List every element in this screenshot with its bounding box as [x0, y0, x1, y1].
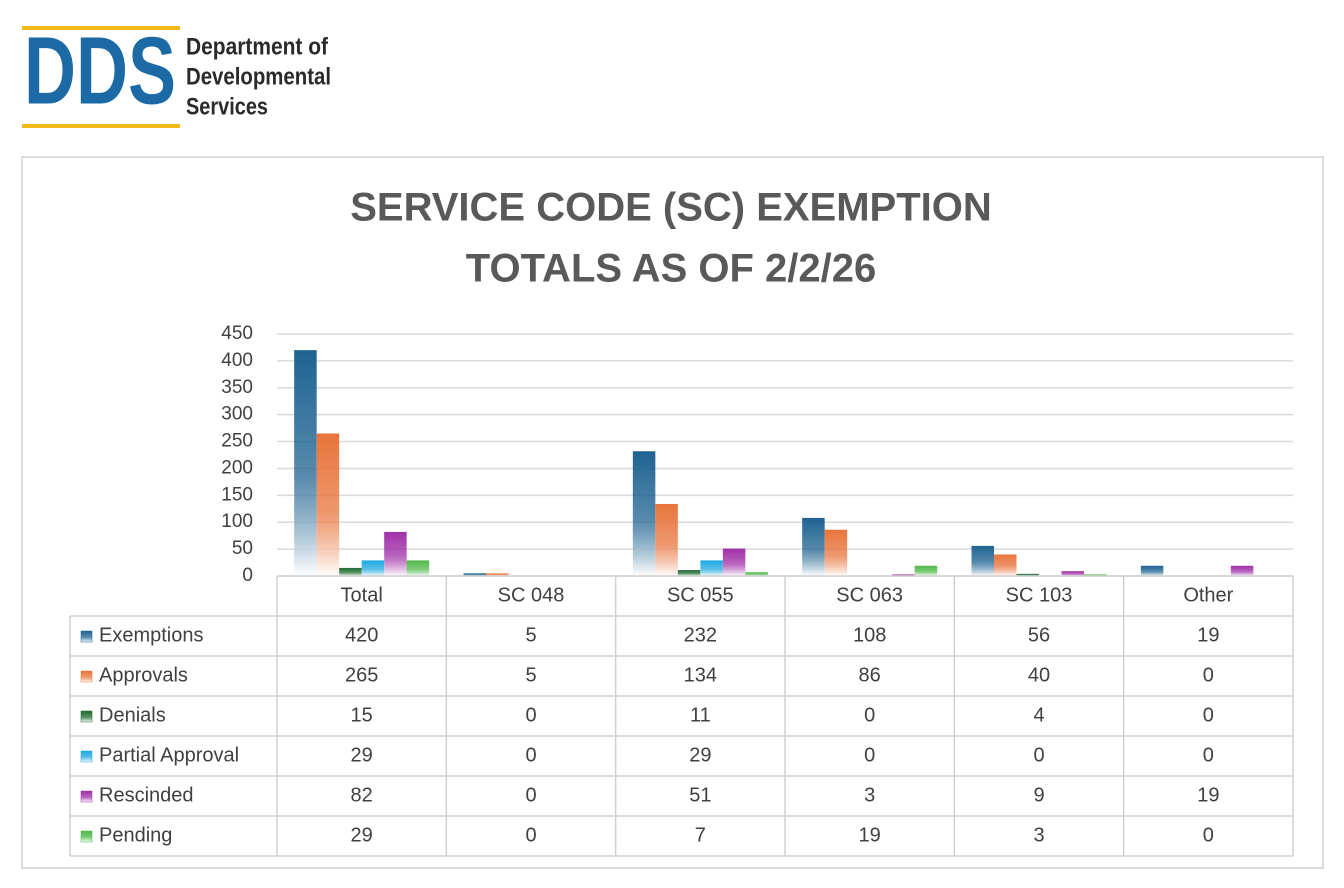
org-name: Department of — [186, 33, 329, 60]
bar — [971, 545, 994, 576]
org-name: Services — [186, 93, 268, 120]
table-value: 0 — [1203, 824, 1214, 846]
legend-swatch — [80, 710, 93, 723]
table-value: 0 — [525, 744, 536, 766]
bar — [745, 572, 768, 576]
table-value: 0 — [1033, 744, 1044, 766]
y-tick-label: 50 — [232, 538, 253, 559]
legend-entry: Denials — [99, 704, 166, 726]
table-value: 0 — [525, 784, 536, 806]
table-value: 0 — [1203, 744, 1214, 766]
table-value: 232 — [684, 624, 717, 646]
chart-frame — [21, 156, 1324, 869]
table-value: 40 — [1028, 664, 1050, 686]
table-value: 56 — [1028, 624, 1050, 646]
table-value: 0 — [864, 744, 875, 766]
bar — [486, 573, 509, 576]
legend-entry: Exemptions — [99, 624, 204, 646]
table-value: 3 — [864, 784, 875, 806]
table-value: 265 — [345, 664, 378, 686]
y-tick-label: 150 — [221, 484, 253, 505]
table-value: 29 — [689, 744, 711, 766]
bar — [914, 565, 938, 576]
x-tick-label: SC 055 — [667, 584, 734, 606]
chart-title: SERVICE CODE (SC) EXEMPTION — [350, 186, 992, 230]
table-value: 5 — [525, 624, 536, 646]
table-value: 7 — [695, 824, 706, 846]
table-value: 19 — [1197, 784, 1219, 806]
bar — [361, 560, 385, 576]
bar — [463, 573, 486, 576]
table-value: 29 — [351, 824, 373, 846]
bar — [994, 554, 1017, 576]
legend-entry: Partial Approval — [99, 744, 239, 766]
bar — [316, 433, 340, 576]
bar — [384, 531, 407, 576]
y-tick-label: 350 — [221, 377, 253, 398]
y-tick-label: 450 — [221, 323, 253, 344]
legend-entry: Approvals — [99, 664, 188, 686]
legend-swatch — [80, 630, 93, 643]
x-tick-label: SC 103 — [1006, 584, 1073, 606]
table-value: 5 — [525, 664, 536, 686]
bar — [677, 570, 701, 576]
table-value: 134 — [684, 664, 717, 686]
table-value: 9 — [1033, 784, 1044, 806]
bar — [1140, 565, 1164, 576]
y-tick-label: 100 — [221, 511, 253, 532]
y-tick-label: 250 — [221, 431, 253, 452]
bar — [700, 560, 723, 576]
y-tick-label: 200 — [221, 457, 253, 478]
bar — [339, 567, 362, 576]
bar — [892, 574, 915, 576]
x-tick-label: SC 048 — [498, 584, 565, 606]
table-value: 19 — [859, 824, 881, 846]
bar — [655, 503, 678, 576]
legend-entry: Rescinded — [99, 784, 194, 806]
table-value: 86 — [859, 664, 881, 686]
table-value: 51 — [689, 784, 711, 806]
table-value: 19 — [1197, 624, 1219, 646]
bar — [802, 517, 825, 576]
table-value: 15 — [351, 704, 373, 726]
table-value: 0 — [525, 704, 536, 726]
bar — [1084, 574, 1107, 576]
table-value: 0 — [1203, 664, 1214, 686]
bar — [1061, 571, 1084, 576]
table-value: 0 — [1203, 704, 1214, 726]
legend-swatch — [80, 790, 93, 803]
table-value: 11 — [690, 704, 711, 726]
table-value: 82 — [351, 784, 373, 806]
bar — [632, 451, 656, 576]
logo: DDS — [24, 17, 176, 124]
bar — [722, 548, 746, 576]
y-tick-label: 400 — [221, 350, 253, 371]
table-value: 29 — [351, 744, 373, 766]
x-tick-label: Total — [341, 584, 383, 606]
table-value: 3 — [1033, 824, 1044, 846]
table-value: 0 — [525, 824, 536, 846]
y-tick-label: 0 — [242, 565, 253, 586]
bar — [1016, 573, 1039, 576]
x-tick-label: SC 063 — [836, 584, 903, 606]
y-tick-label: 300 — [221, 404, 253, 425]
table-value: 420 — [345, 624, 378, 646]
legend-swatch — [80, 670, 93, 683]
bar — [294, 350, 317, 576]
legend-entry: Pending — [99, 824, 172, 846]
org-name: Developmental — [186, 63, 331, 90]
legend-swatch — [80, 830, 93, 843]
table-value: 108 — [853, 624, 886, 646]
bar — [406, 560, 430, 576]
legend-swatch — [80, 750, 93, 763]
bar — [1230, 565, 1254, 576]
bar — [824, 529, 848, 576]
table-value: 4 — [1033, 704, 1044, 726]
chart-title: TOTALS AS OF 2/2/26 — [466, 247, 876, 291]
x-tick-label: Other — [1183, 584, 1233, 606]
table-value: 0 — [864, 704, 875, 726]
